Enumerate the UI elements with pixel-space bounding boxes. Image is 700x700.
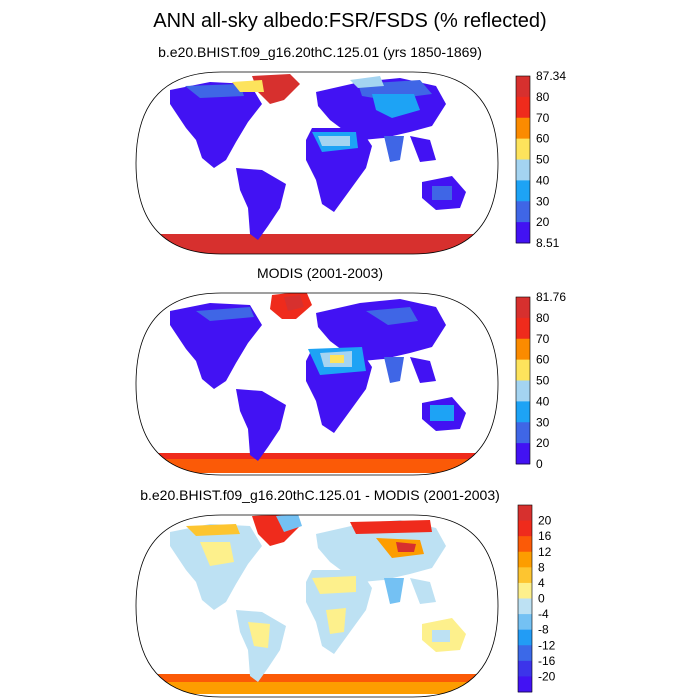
- colorbar-label: 81.76: [536, 290, 566, 304]
- colorbar-label: 60: [536, 353, 550, 367]
- figure-title: ANN all-sky albedo:FSR/FSDS (% reflected…: [153, 10, 547, 32]
- panel-3-subtitle: b.e20.BHIST.f09_g16.20thC.125.01 - MODIS…: [140, 487, 500, 503]
- colorbar-label: -16: [538, 654, 556, 668]
- colorbar-label: 40: [536, 394, 550, 408]
- colorbar-swatch: [518, 676, 532, 693]
- colorbar-frame: [517, 504, 533, 693]
- map-2-land: [150, 293, 490, 473]
- colorbar-label: 4: [538, 576, 545, 590]
- colorbar-swatch: [518, 660, 532, 677]
- colorbar-label: 30: [536, 415, 550, 429]
- colorbar-swatch: [518, 645, 532, 662]
- colorbar-swatch: [516, 117, 530, 140]
- map-panel-3: [135, 514, 499, 698]
- colorbar-label: 40: [536, 173, 550, 187]
- colorbar-label: 87.34: [536, 69, 566, 83]
- colorbar-label: 8: [538, 560, 545, 574]
- colorbar-label: 70: [536, 111, 550, 125]
- colorbar-swatch: [516, 222, 530, 244]
- colorbar-swatch: [516, 401, 530, 423]
- colorbar-label: -4: [538, 607, 549, 621]
- colorbar-swatch: [516, 138, 530, 160]
- colorbar-1: 87.34 80 70 60 50 40 30 20 8.51: [515, 69, 566, 250]
- colorbar-swatch: [518, 598, 532, 615]
- panel-1-subtitle: b.e20.BHIST.f09_g16.20thC.125.01 (yrs 18…: [158, 44, 482, 60]
- colorbar-swatch: [518, 614, 532, 631]
- colorbar-swatch: [518, 582, 532, 599]
- colorbar-swatch: [518, 536, 532, 553]
- panel-2-subtitle: MODIS (2001-2003): [256, 265, 384, 281]
- colorbar-label: 16: [538, 529, 552, 543]
- colorbar-swatch: [516, 338, 530, 361]
- colorbar-swatch: [516, 380, 530, 402]
- map-3-land: [150, 515, 490, 694]
- colorbar-label: 20: [538, 514, 552, 528]
- colorbar-swatch: [518, 567, 532, 584]
- colorbar-frame: [515, 296, 531, 465]
- colorbar-swatch: [516, 359, 530, 381]
- colorbar-label: 80: [536, 90, 550, 104]
- colorbar-swatch: [516, 297, 530, 319]
- colorbar-swatch: [516, 76, 530, 98]
- colorbar-label: 12: [538, 545, 552, 559]
- colorbar-swatch: [518, 629, 532, 646]
- colorbar-swatch: [518, 551, 532, 568]
- map-panel-2: [135, 292, 499, 476]
- colorbar-label: 20: [536, 436, 550, 450]
- map-1-land: [150, 74, 490, 254]
- colorbar-label: 20: [536, 215, 550, 229]
- colorbar-label: 80: [536, 311, 550, 325]
- colorbar-swatch: [516, 443, 530, 465]
- colorbar-label: -20: [538, 669, 556, 683]
- colorbar-label: 70: [536, 332, 550, 346]
- colorbar-label: 60: [536, 132, 550, 146]
- colorbar-swatch: [518, 505, 532, 521]
- colorbar-label: 0: [538, 592, 545, 606]
- colorbar-label: -8: [538, 623, 549, 637]
- colorbar-swatch: [516, 180, 530, 202]
- colorbar-label: 0: [536, 457, 543, 471]
- colorbar-swatch: [516, 96, 530, 119]
- colorbar-label: 50: [536, 374, 550, 388]
- colorbar-label: 8.51: [536, 236, 560, 250]
- colorbar-swatch: [518, 520, 532, 537]
- colorbar-frame: [515, 75, 531, 244]
- colorbar-label: 50: [536, 153, 550, 167]
- colorbar-swatch: [516, 422, 530, 444]
- colorbar-swatch: [516, 201, 530, 223]
- colorbar-label: 30: [536, 194, 550, 208]
- colorbar-2: 81.76 80 70 60 50 40 30 20 0: [515, 290, 566, 471]
- colorbar-swatch: [516, 317, 530, 340]
- colorbar-swatch: [516, 159, 530, 181]
- map-panel-1: [135, 71, 499, 255]
- colorbar-label: -12: [538, 638, 556, 652]
